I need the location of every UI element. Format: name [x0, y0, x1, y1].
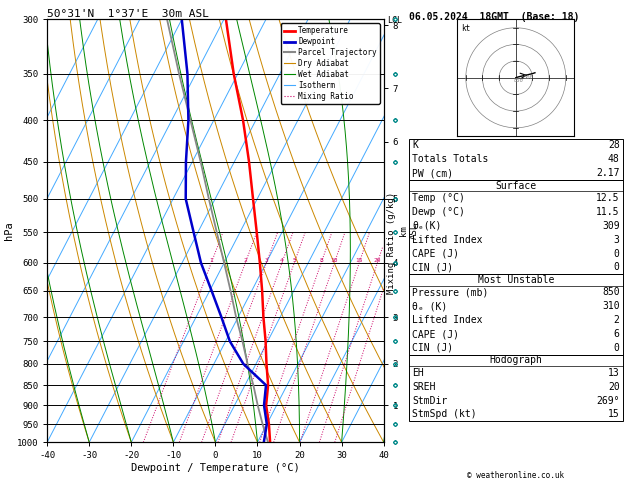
Text: Surface: Surface [495, 181, 537, 191]
Y-axis label: hPa: hPa [4, 222, 14, 240]
Text: SREH: SREH [412, 382, 435, 392]
Text: PW (cm): PW (cm) [412, 168, 453, 178]
Text: 12.5: 12.5 [596, 193, 620, 203]
Text: Mixing Ratio (g/kg): Mixing Ratio (g/kg) [387, 192, 396, 294]
Text: 15: 15 [355, 258, 363, 263]
Text: Lifted Index: Lifted Index [412, 235, 482, 245]
Text: 2: 2 [614, 315, 620, 325]
Text: Temp (°C): Temp (°C) [412, 193, 465, 203]
Text: 1: 1 [209, 258, 213, 263]
Text: 8: 8 [320, 258, 323, 263]
X-axis label: Dewpoint / Temperature (°C): Dewpoint / Temperature (°C) [131, 463, 300, 473]
Text: 11.5: 11.5 [596, 207, 620, 217]
Y-axis label: km
ASL: km ASL [399, 223, 419, 239]
Text: 0: 0 [614, 343, 620, 353]
Text: 20: 20 [608, 382, 620, 392]
Text: 6: 6 [614, 329, 620, 339]
Text: 2: 2 [243, 258, 247, 263]
Text: θₑ(K): θₑ(K) [412, 221, 442, 231]
Text: 15: 15 [608, 409, 620, 419]
Text: CAPE (J): CAPE (J) [412, 329, 459, 339]
Text: LCL: LCL [387, 16, 402, 25]
Text: Most Unstable: Most Unstable [477, 275, 554, 285]
Text: 28: 28 [608, 140, 620, 151]
Text: 500: 500 [524, 75, 534, 80]
Text: Hodograph: Hodograph [489, 355, 542, 365]
Text: © weatheronline.co.uk: © weatheronline.co.uk [467, 470, 564, 480]
Text: Totals Totals: Totals Totals [412, 154, 488, 164]
Text: 50°31'N  1°37'E  30m ASL: 50°31'N 1°37'E 30m ASL [47, 9, 209, 18]
Text: K: K [412, 140, 418, 151]
Text: 20: 20 [374, 258, 381, 263]
Text: StmSpd (kt): StmSpd (kt) [412, 409, 477, 419]
Text: CIN (J): CIN (J) [412, 262, 453, 273]
Text: kt: kt [461, 24, 470, 34]
Text: 0: 0 [614, 248, 620, 259]
Text: 0: 0 [614, 262, 620, 273]
Text: 269°: 269° [596, 396, 620, 406]
Text: Pressure (mb): Pressure (mb) [412, 287, 488, 297]
Text: Lifted Index: Lifted Index [412, 315, 482, 325]
Text: 3: 3 [265, 258, 269, 263]
Legend: Temperature, Dewpoint, Parcel Trajectory, Dry Adiabat, Wet Adiabat, Isotherm, Mi: Temperature, Dewpoint, Parcel Trajectory… [281, 23, 380, 104]
Text: 5: 5 [292, 258, 296, 263]
Text: 10: 10 [331, 258, 338, 263]
Text: 4: 4 [280, 258, 284, 263]
Text: CIN (J): CIN (J) [412, 343, 453, 353]
Text: StmDir: StmDir [412, 396, 447, 406]
Text: 309: 309 [602, 221, 620, 231]
Text: CAPE (J): CAPE (J) [412, 248, 459, 259]
Text: 06.05.2024  18GMT  (Base: 18): 06.05.2024 18GMT (Base: 18) [409, 12, 579, 22]
Text: 3: 3 [614, 235, 620, 245]
Text: 850: 850 [513, 78, 523, 83]
Text: 48: 48 [608, 154, 620, 164]
Text: EH: EH [412, 368, 424, 378]
Text: 13: 13 [608, 368, 620, 378]
Text: 2.17: 2.17 [596, 168, 620, 178]
Text: θₑ (K): θₑ (K) [412, 301, 447, 312]
Text: Dewp (°C): Dewp (°C) [412, 207, 465, 217]
Text: 850: 850 [602, 287, 620, 297]
Text: 310: 310 [602, 301, 620, 312]
